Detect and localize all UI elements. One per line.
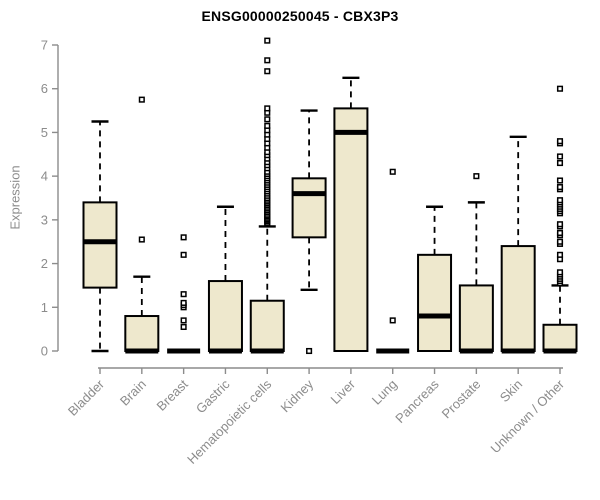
outlier-point bbox=[556, 197, 564, 204]
outlier-point bbox=[389, 168, 396, 175]
box-pancreas bbox=[417, 205, 453, 352]
iqr-box bbox=[458, 284, 494, 352]
outlier-point bbox=[556, 153, 564, 160]
outlier-point bbox=[264, 57, 271, 64]
x-tick-label-pancreas: Pancreas bbox=[392, 376, 442, 426]
x-tick-label-breast: Breast bbox=[154, 376, 191, 413]
iqr-box bbox=[542, 323, 578, 352]
y-tick-label: 7 bbox=[41, 38, 48, 53]
box-hematopoietic-cells bbox=[249, 37, 285, 354]
box-lung bbox=[376, 168, 410, 354]
y-tick-label: 1 bbox=[41, 300, 48, 315]
y-tick-label: 0 bbox=[41, 344, 48, 359]
outlier-point bbox=[180, 299, 187, 306]
chart-title: ENSG00000250045 - CBX3P3 bbox=[201, 8, 399, 24]
iqr-box bbox=[124, 315, 160, 352]
iqr-box bbox=[333, 107, 369, 352]
iqr-box bbox=[500, 245, 536, 352]
outlier-point bbox=[556, 184, 564, 191]
outlier-point bbox=[556, 238, 564, 245]
outlier-point bbox=[180, 234, 187, 241]
outlier-point bbox=[264, 68, 271, 75]
y-tick-label: 4 bbox=[41, 169, 48, 184]
x-tick-label-liver: Liver bbox=[327, 376, 358, 407]
x-tick-label-gastric: Gastric bbox=[193, 376, 233, 416]
outlier-point bbox=[264, 122, 271, 129]
outlier-point bbox=[138, 236, 145, 243]
x-tick-label-skin: Skin bbox=[497, 377, 525, 405]
x-tick-label-brain: Brain bbox=[117, 377, 149, 409]
outlier-point bbox=[556, 138, 564, 145]
x-tick-label-unknown-other: Unknown / Other bbox=[488, 376, 568, 456]
outlier-point bbox=[556, 221, 564, 228]
outlier-point bbox=[556, 85, 564, 92]
outlier-point bbox=[473, 173, 480, 180]
iqr-box bbox=[417, 253, 453, 352]
box-bladder bbox=[82, 120, 118, 353]
x-tick-label-kidney: Kidney bbox=[277, 376, 316, 415]
y-axis: 0 1 2 3 4 5 6 7 bbox=[41, 38, 59, 359]
outlier-point bbox=[180, 251, 187, 258]
y-tick-label: 5 bbox=[41, 125, 48, 140]
outlier-point bbox=[264, 116, 271, 123]
outlier-point bbox=[556, 251, 564, 258]
outlier-point bbox=[389, 317, 396, 324]
box-prostate bbox=[458, 173, 494, 354]
outlier-point bbox=[138, 96, 145, 103]
box-skin bbox=[500, 135, 536, 354]
box-liver bbox=[333, 76, 369, 352]
outlier-point bbox=[556, 159, 564, 167]
y-tick-label: 3 bbox=[41, 212, 48, 227]
iqr-box bbox=[291, 177, 327, 239]
outlier-point bbox=[264, 37, 271, 44]
box-brain bbox=[124, 96, 160, 354]
box-unknown-other bbox=[542, 85, 578, 354]
y-tick-label: 6 bbox=[41, 81, 48, 96]
y-tick-label: 2 bbox=[41, 256, 48, 271]
x-tick-label-bladder: Bladder bbox=[65, 376, 108, 419]
outlier-point bbox=[306, 347, 313, 355]
x-tick-label-lung: Lung bbox=[369, 377, 400, 408]
outlier-point bbox=[180, 323, 187, 331]
outlier-point bbox=[556, 269, 564, 276]
outlier-point bbox=[556, 177, 564, 184]
x-tick-label-prostate: Prostate bbox=[439, 377, 484, 422]
box-kidney bbox=[291, 109, 327, 355]
iqr-box bbox=[249, 299, 285, 353]
outlier-point bbox=[180, 291, 187, 298]
outlier-point bbox=[180, 317, 187, 324]
box-gastric bbox=[207, 205, 243, 354]
iqr-box bbox=[207, 280, 243, 352]
iqr-box bbox=[82, 201, 118, 289]
outlier-point bbox=[556, 229, 564, 237]
box-breast bbox=[167, 234, 201, 354]
outlier-point bbox=[264, 105, 271, 112]
